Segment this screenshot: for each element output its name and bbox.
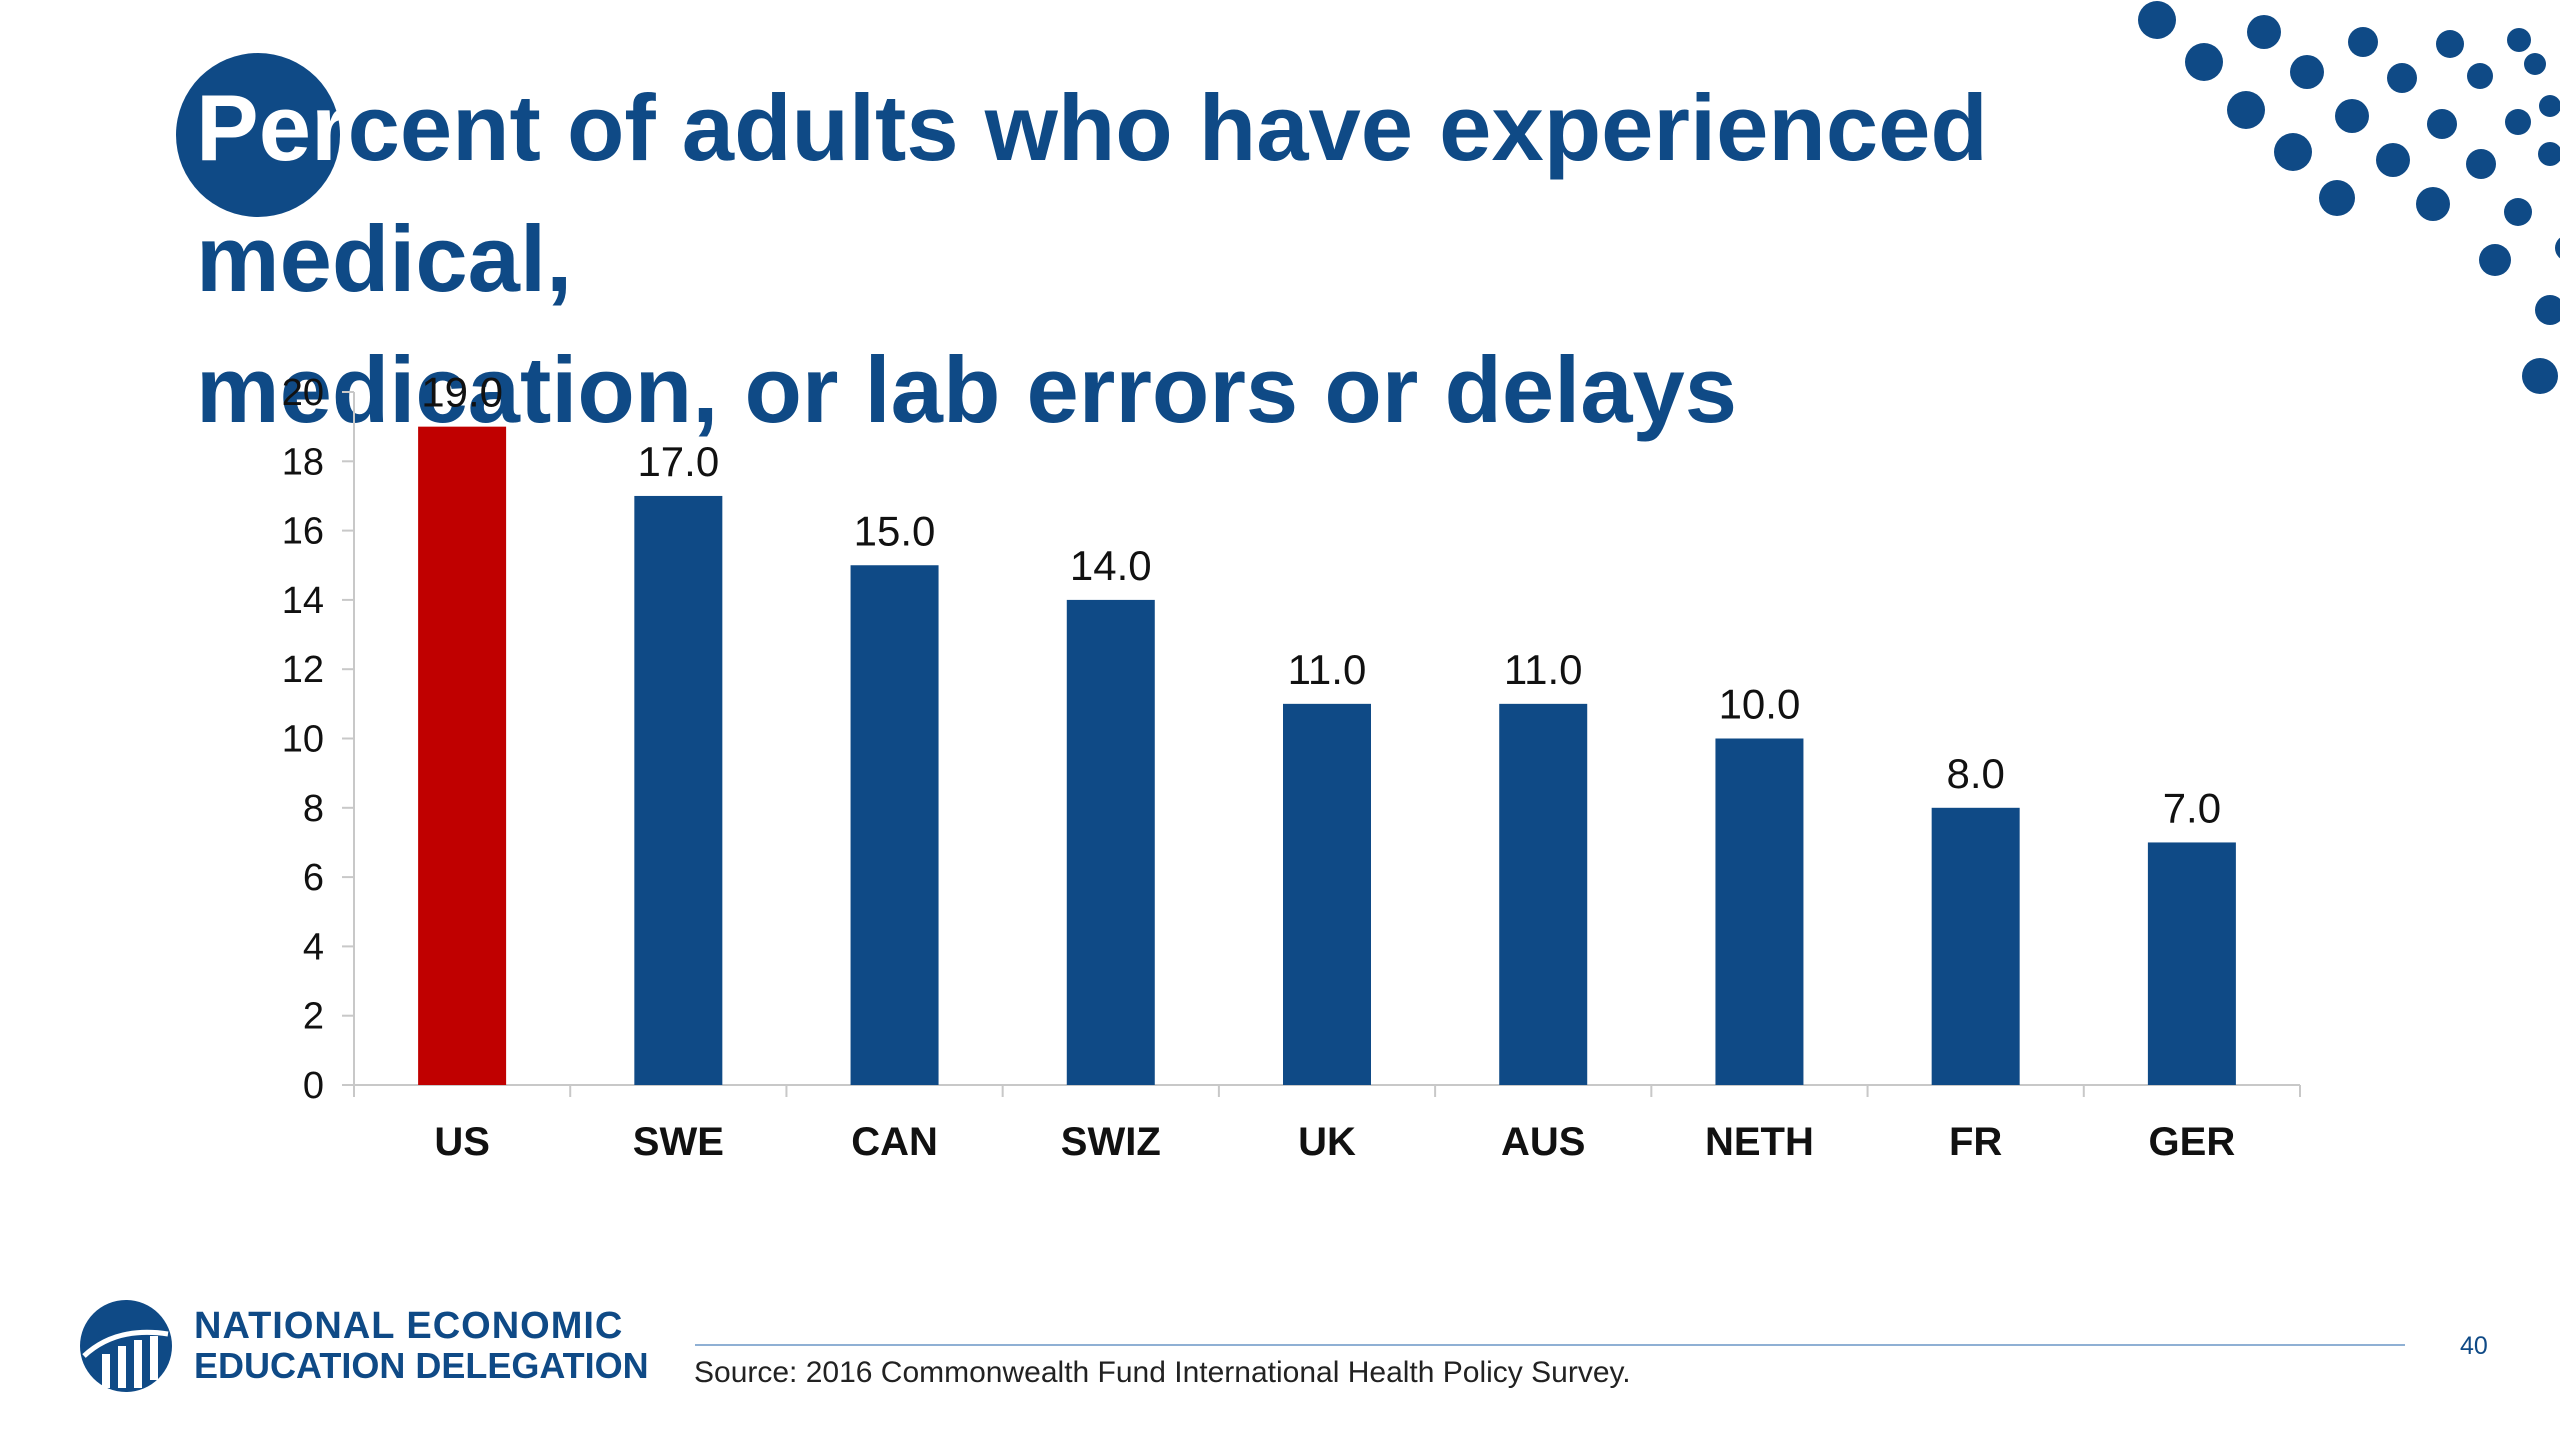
bar-can — [850, 565, 939, 1085]
bar-neth — [1715, 738, 1804, 1085]
bar-fr — [1931, 807, 2020, 1085]
y-tick-label: 0 — [303, 1065, 324, 1107]
decorative-dot — [2555, 237, 2560, 259]
decorative-dot — [2479, 244, 2511, 276]
logo-icon — [76, 1296, 176, 1396]
decorative-dot — [2274, 133, 2312, 171]
page-title: Percent of adults who have experienced m… — [196, 62, 2376, 455]
y-tick-label: 20 — [282, 372, 324, 414]
y-tick-label: 16 — [282, 511, 324, 553]
bar-swiz — [1066, 599, 1155, 1085]
decorative-dot — [2227, 91, 2265, 129]
title-part1: Per — [196, 75, 348, 180]
logo-line2: EDUCATION DELEGATION — [194, 1345, 649, 1386]
bar-chart: 0 2 4 6 8 10 12 14 16 18 20 19.0 US 17.0 SWE 15.0 CAN 14.… — [282, 369, 2301, 1164]
decorative-dot-pattern — [2138, 1, 2560, 394]
y-tick-label: 4 — [303, 926, 324, 968]
decorative-dot — [2290, 55, 2324, 89]
x-tick-label: SWE — [633, 1120, 724, 1164]
y-tick-label: 6 — [303, 857, 324, 899]
decorative-dot — [2185, 43, 2223, 81]
decorative-dot — [2535, 295, 2560, 325]
decorative-dot — [2348, 27, 2378, 57]
x-tick-label: NETH — [1705, 1120, 1814, 1164]
source-note: Source: 2016 Commonwealth Fund Internati… — [694, 1356, 1631, 1389]
title-line2: medication, or lab errors or delays — [196, 337, 1738, 442]
y-tick-label: 14 — [282, 580, 324, 622]
bar-swe — [634, 495, 723, 1085]
data-label: 17.0 — [637, 438, 719, 485]
decorative-dot — [2507, 28, 2531, 52]
x-tick-label: US — [434, 1120, 490, 1164]
decorative-dot — [2436, 30, 2464, 58]
decorative-dot — [2466, 149, 2496, 179]
decorative-dot — [2538, 142, 2560, 166]
decorative-dot — [2376, 143, 2410, 177]
bar-aus — [1499, 703, 1588, 1085]
logo-line1: NATIONAL ECONOMIC — [194, 1305, 624, 1347]
data-label: 11.0 — [1288, 646, 1367, 693]
x-tick-label: AUS — [1501, 1120, 1585, 1164]
data-label: 8.0 — [1946, 750, 2004, 797]
y-tick-label: 2 — [303, 996, 324, 1038]
title-accent-circle — [176, 53, 340, 217]
page-number: 40 — [2460, 1332, 2488, 1360]
decorative-dot — [2416, 187, 2450, 221]
decorative-dot — [2467, 63, 2493, 89]
y-tick-label: 8 — [303, 788, 324, 830]
data-label: 10.0 — [1719, 681, 1801, 728]
data-label: 15.0 — [854, 507, 936, 554]
footer-divider — [695, 1344, 2405, 1346]
decorative-dot — [2319, 180, 2355, 216]
bar-us — [418, 426, 507, 1085]
x-tick-label: FR — [1949, 1120, 2002, 1164]
data-label: 14.0 — [1070, 542, 1152, 589]
y-tick-label: 18 — [282, 441, 324, 483]
title-part2: cent of adults who have experienced medi… — [196, 75, 1988, 311]
decorative-dot — [2524, 53, 2546, 75]
decorative-dot — [2539, 95, 2560, 117]
logo-text: NATIONAL ECONOMIC EDUCATION DELEGATION — [194, 1306, 649, 1386]
data-label: 19.0 — [421, 369, 503, 416]
decorative-dot — [2138, 1, 2176, 39]
x-tick-label: CAN — [851, 1120, 938, 1164]
x-tick-label: UK — [1298, 1120, 1356, 1164]
y-tick-label: 10 — [282, 719, 324, 761]
decorative-dot — [2247, 15, 2281, 49]
decorative-dot — [2505, 109, 2531, 135]
data-label: 7.0 — [2163, 784, 2221, 831]
data-label: 11.0 — [1504, 646, 1583, 693]
y-tick-label: 12 — [282, 649, 324, 691]
decorative-dot — [2522, 358, 2558, 394]
decorative-dot — [2335, 99, 2369, 133]
decorative-dot — [2387, 63, 2417, 93]
decorative-dot — [2427, 109, 2457, 139]
bar-ger — [2147, 842, 2236, 1085]
x-tick-label: SWIZ — [1061, 1120, 1161, 1164]
bar-uk — [1283, 703, 1371, 1085]
decorative-dot — [2504, 198, 2532, 226]
x-tick-label: GER — [2149, 1120, 2236, 1164]
